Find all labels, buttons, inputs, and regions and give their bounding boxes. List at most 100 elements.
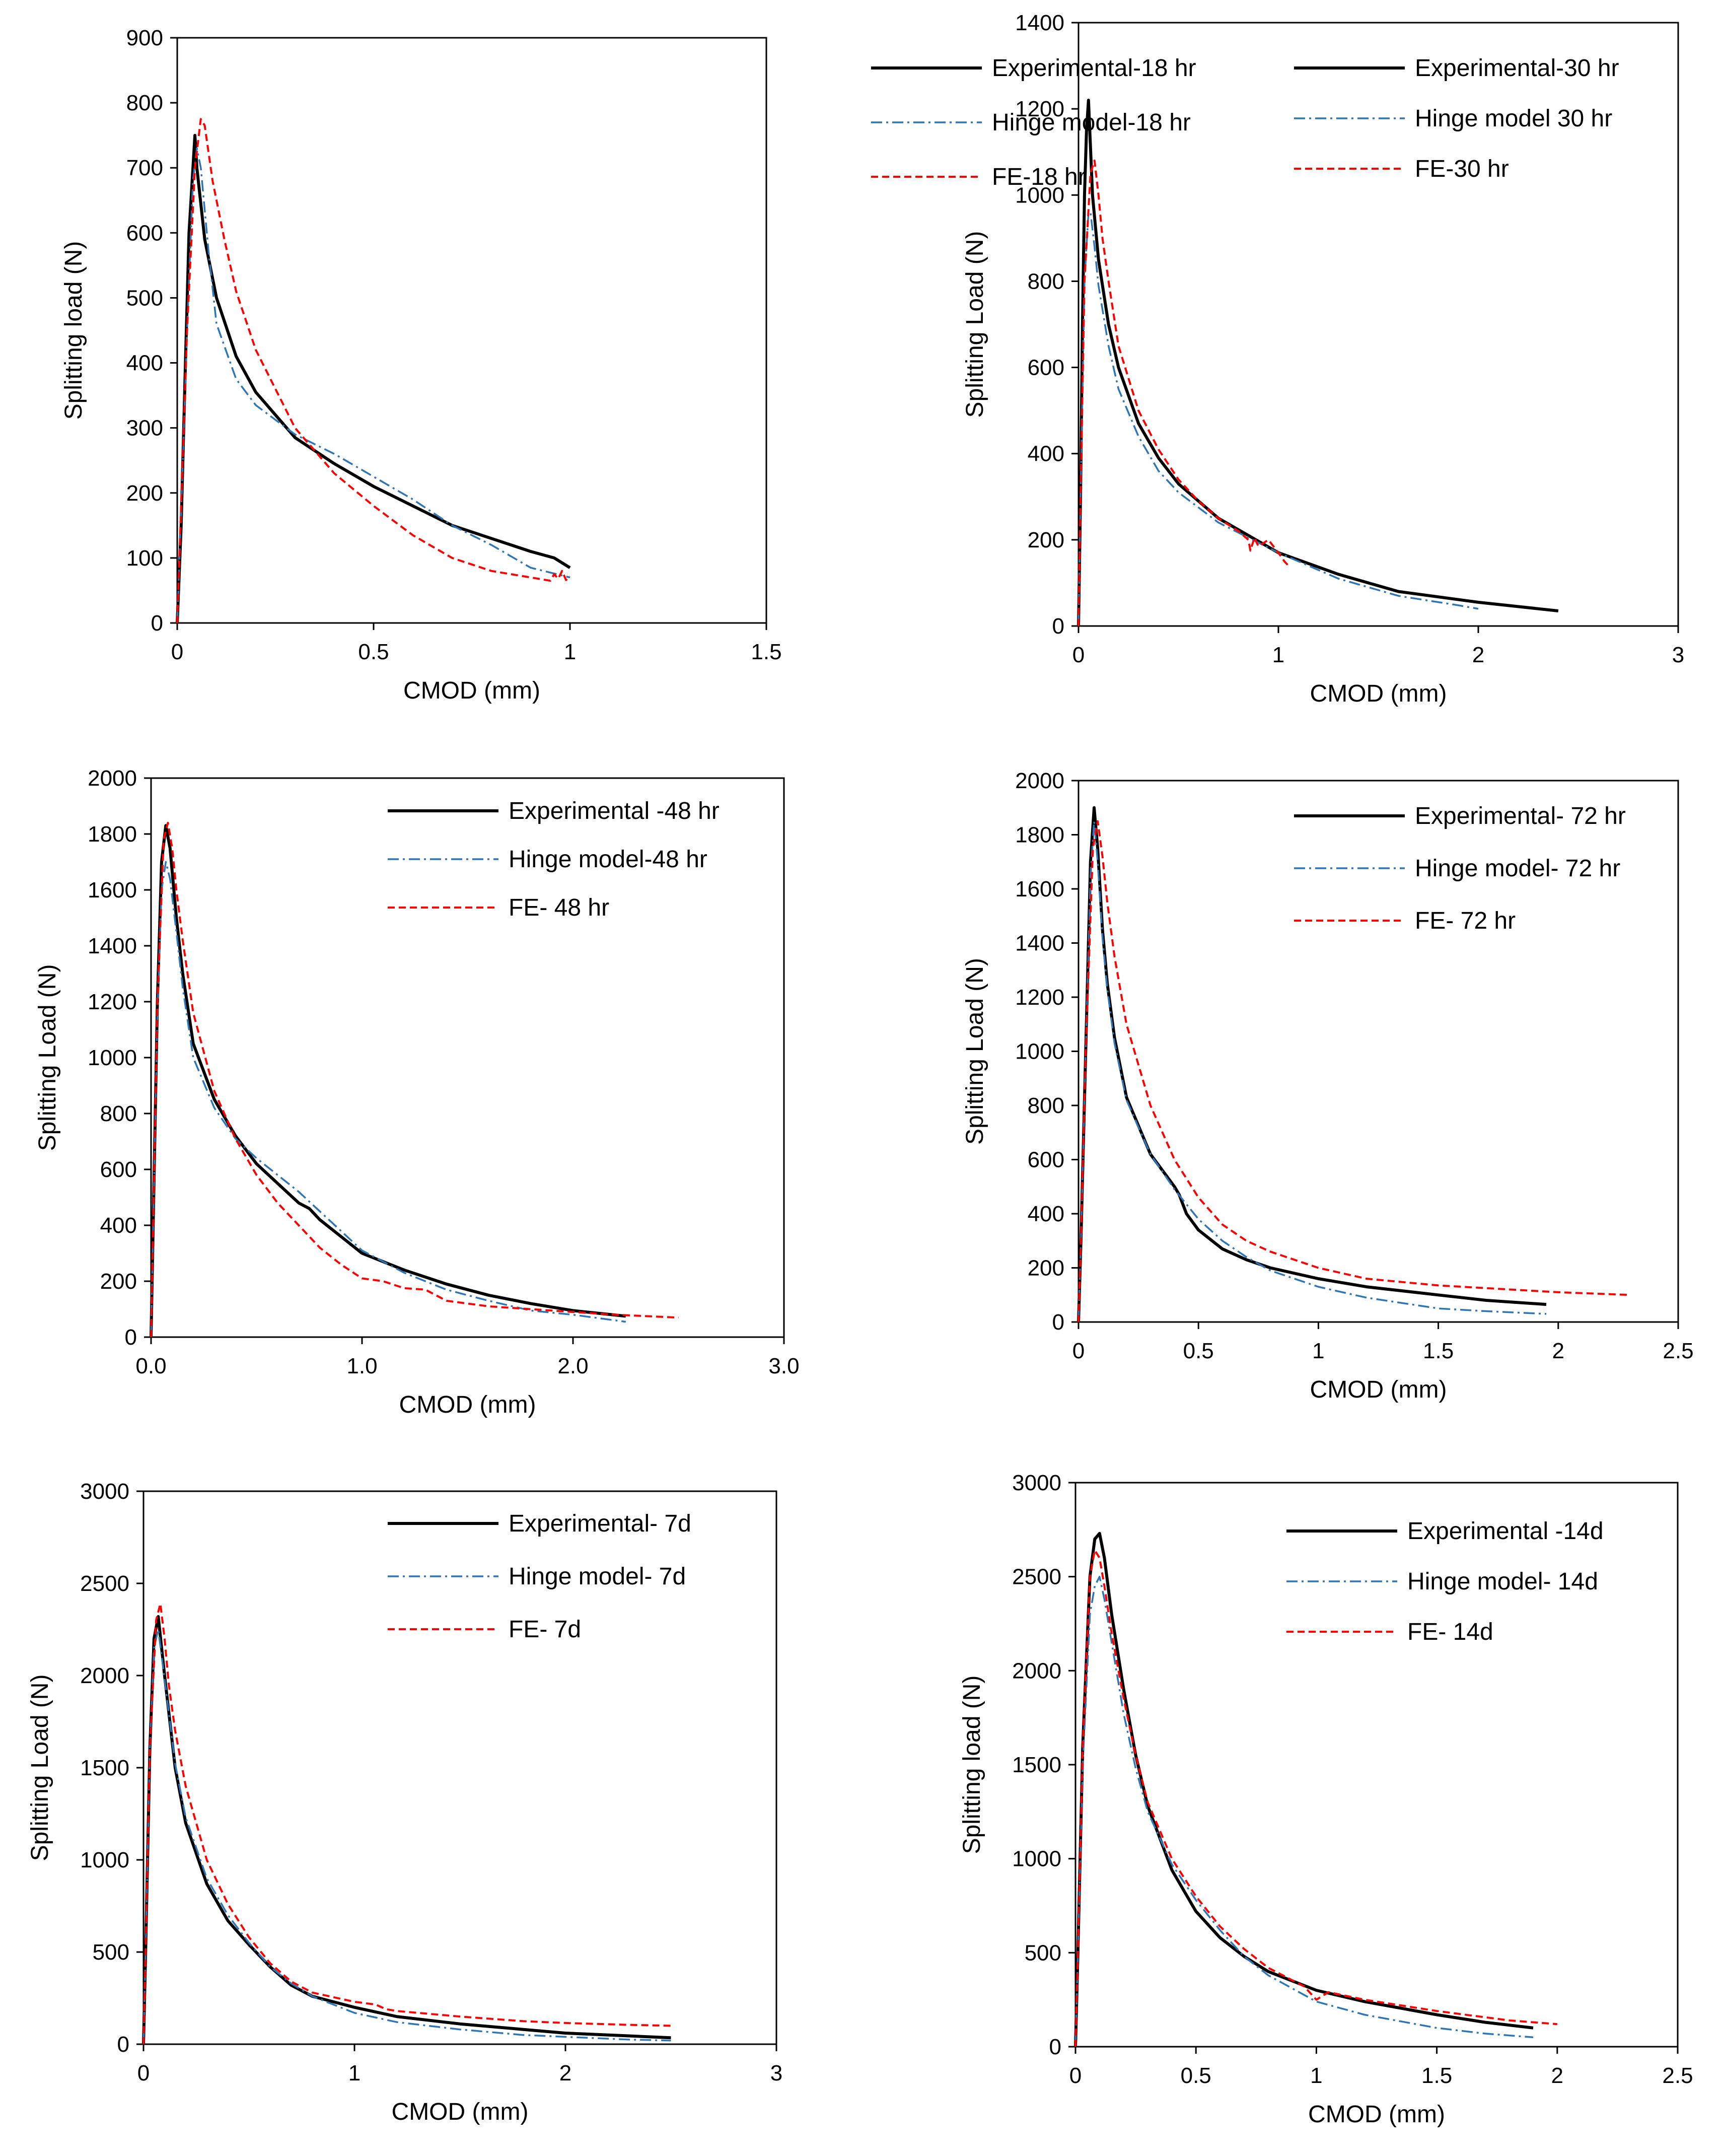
y-tick-label: 1600 bbox=[1015, 877, 1064, 901]
legend-label-3: FE-30 hr bbox=[1415, 156, 1509, 182]
legend-label-3: FE- 72 hr bbox=[1415, 908, 1516, 934]
y-tick-label: 500 bbox=[93, 1940, 129, 1965]
x-tick-label: 2.5 bbox=[1663, 1339, 1693, 1363]
x-tick-label: 1.5 bbox=[1421, 2063, 1452, 2088]
series-line-1 bbox=[142, 1615, 671, 2045]
y-tick-label: 0 bbox=[1052, 1310, 1064, 1335]
series-line-3 bbox=[150, 821, 679, 1338]
y-tick-label: 600 bbox=[1028, 356, 1064, 380]
chart-3: 0 200 400 600 800 1000 1200 1400 1600 1800 2000 0.0… bbox=[34, 766, 800, 1418]
y-tick-label: 2500 bbox=[1012, 1565, 1061, 1589]
chart-5: 0 500 1000 1500 2000 2500 3000 0 1 2 3 CMOD (mm) Spl… bbox=[27, 1479, 782, 2125]
x-axis-label: CMOD (mm) bbox=[399, 1392, 536, 1418]
y-tick-label: 0 bbox=[1049, 2035, 1061, 2059]
y-tick-label: 500 bbox=[126, 286, 163, 310]
y-axis-label: Splitting load (N) bbox=[60, 241, 87, 420]
x-tick-label: 0.5 bbox=[1183, 1339, 1214, 1363]
y-tick-label: 2000 bbox=[88, 766, 137, 791]
chart-2: 0 200 400 600 800 1000 1200 1400 0 1 2 3 CMOD (mm) Sp… bbox=[962, 11, 1684, 707]
legend-label-2: Hinge model 30 hr bbox=[1415, 105, 1612, 132]
y-tick-label: 400 bbox=[1028, 442, 1064, 466]
x-tick-label: 3.0 bbox=[768, 1354, 799, 1378]
chart-1: 0 100 200 300 400 500 600 700 800 900 0 0.5 1 1.5 CMOD… bbox=[60, 26, 1196, 704]
series-line-3 bbox=[142, 1603, 671, 2045]
legend-label-2: Hinge model- 14d bbox=[1407, 1568, 1598, 1595]
y-tick-label: 3000 bbox=[80, 1479, 129, 1504]
y-tick-label: 1200 bbox=[1015, 985, 1064, 1010]
y-tick-label: 1200 bbox=[1015, 97, 1064, 121]
y-axis-label: Splitting Load (N) bbox=[27, 1675, 53, 1861]
series-line-1 bbox=[150, 824, 626, 1338]
legend-label-3: FE- 14d bbox=[1407, 1619, 1493, 1645]
x-tick-label: 0 bbox=[1072, 1339, 1085, 1363]
x-tick-label: 0.0 bbox=[135, 1354, 166, 1378]
legend-label-2: Hinge model-48 hr bbox=[509, 846, 707, 873]
x-tick-label: 2.0 bbox=[557, 1354, 588, 1378]
y-axis-label: Splitting load (N) bbox=[959, 1676, 985, 1854]
y-tick-label: 300 bbox=[126, 416, 163, 441]
y-tick-label: 2000 bbox=[1015, 769, 1064, 793]
y-tick-label: 200 bbox=[126, 481, 163, 506]
x-axis-label: CMOD (mm) bbox=[403, 677, 540, 704]
x-tick-label: 2 bbox=[559, 2061, 571, 2085]
legend-label-1: Experimental -48 hr bbox=[509, 798, 720, 824]
y-tick-label: 2500 bbox=[80, 1571, 129, 1596]
chart-4: 0 200 400 600 800 1000 1200 1400 1600 1800 2000 0 0.… bbox=[962, 769, 1694, 1403]
y-tick-label: 1400 bbox=[1015, 11, 1064, 35]
y-tick-label: 700 bbox=[126, 156, 163, 180]
series-line-2 bbox=[1074, 1575, 1534, 2047]
legend-label-3: FE- 7d bbox=[509, 1616, 581, 1643]
x-tick-label: 1 bbox=[564, 640, 576, 664]
y-tick-label: 1400 bbox=[1015, 931, 1064, 956]
y-tick-label: 1800 bbox=[88, 822, 137, 847]
y-tick-label: 600 bbox=[126, 221, 163, 245]
legend-label-2: Hinge model- 72 hr bbox=[1415, 855, 1620, 882]
y-tick-label: 1000 bbox=[1012, 1847, 1061, 1871]
y-tick-label: 1400 bbox=[88, 934, 137, 958]
legend-label-1: Experimental- 7d bbox=[509, 1510, 691, 1537]
y-tick-label: 500 bbox=[1025, 1940, 1061, 1965]
series-line-3 bbox=[1078, 159, 1289, 627]
x-axis-label: CMOD (mm) bbox=[1310, 680, 1447, 707]
x-tick-label: 0 bbox=[1069, 2063, 1082, 2088]
y-tick-label: 0 bbox=[151, 611, 163, 636]
y-tick-label: 400 bbox=[1028, 1202, 1064, 1226]
x-axis-label: CMOD (mm) bbox=[392, 2099, 529, 2125]
y-tick-label: 1200 bbox=[88, 990, 137, 1014]
legend-label-3: FE-18 hr bbox=[992, 164, 1086, 190]
y-tick-label: 800 bbox=[1028, 269, 1064, 294]
x-axis-label: CMOD (mm) bbox=[1310, 1376, 1447, 1403]
x-tick-label: 1 bbox=[348, 2061, 361, 2085]
y-tick-label: 200 bbox=[100, 1269, 137, 1294]
x-tick-label: 1.0 bbox=[346, 1354, 377, 1378]
y-tick-label: 1000 bbox=[88, 1046, 137, 1070]
y-tick-label: 800 bbox=[100, 1101, 137, 1126]
y-tick-label: 1500 bbox=[1012, 1753, 1061, 1777]
y-axis-label: Splitting Load (N) bbox=[962, 958, 988, 1145]
x-tick-label: 1 bbox=[1312, 1339, 1324, 1363]
legend-label-1: Experimental- 72 hr bbox=[1415, 803, 1626, 829]
y-tick-label: 3000 bbox=[1012, 1471, 1061, 1495]
x-tick-label: 3 bbox=[1672, 643, 1684, 667]
x-tick-label: 0 bbox=[1072, 643, 1085, 667]
legend-label-1: Experimental-18 hr bbox=[992, 55, 1196, 82]
x-tick-label: 0.5 bbox=[1181, 2063, 1211, 2088]
x-tick-label: 0.5 bbox=[358, 640, 389, 664]
series-line-1 bbox=[176, 133, 571, 623]
y-tick-label: 600 bbox=[100, 1157, 137, 1182]
series-line-1 bbox=[1077, 99, 1559, 627]
legend-label-2: Hinge model-18 hr bbox=[992, 109, 1191, 136]
y-tick-label: 200 bbox=[1028, 1256, 1064, 1281]
legend-label-1: Experimental -14d bbox=[1407, 1518, 1604, 1545]
series-line-2 bbox=[1078, 820, 1547, 1323]
y-tick-label: 0 bbox=[125, 1325, 137, 1350]
x-tick-label: 1.5 bbox=[751, 640, 781, 664]
series-line-1 bbox=[1077, 806, 1547, 1323]
x-tick-label: 3 bbox=[770, 2061, 782, 2085]
y-axis-label: Splitting Load (N) bbox=[34, 964, 61, 1151]
series-line-3 bbox=[1074, 1549, 1557, 2047]
y-tick-label: 800 bbox=[1028, 1093, 1064, 1118]
legend-label-3: FE- 48 hr bbox=[509, 894, 609, 921]
y-tick-label: 2000 bbox=[1012, 1658, 1061, 1683]
